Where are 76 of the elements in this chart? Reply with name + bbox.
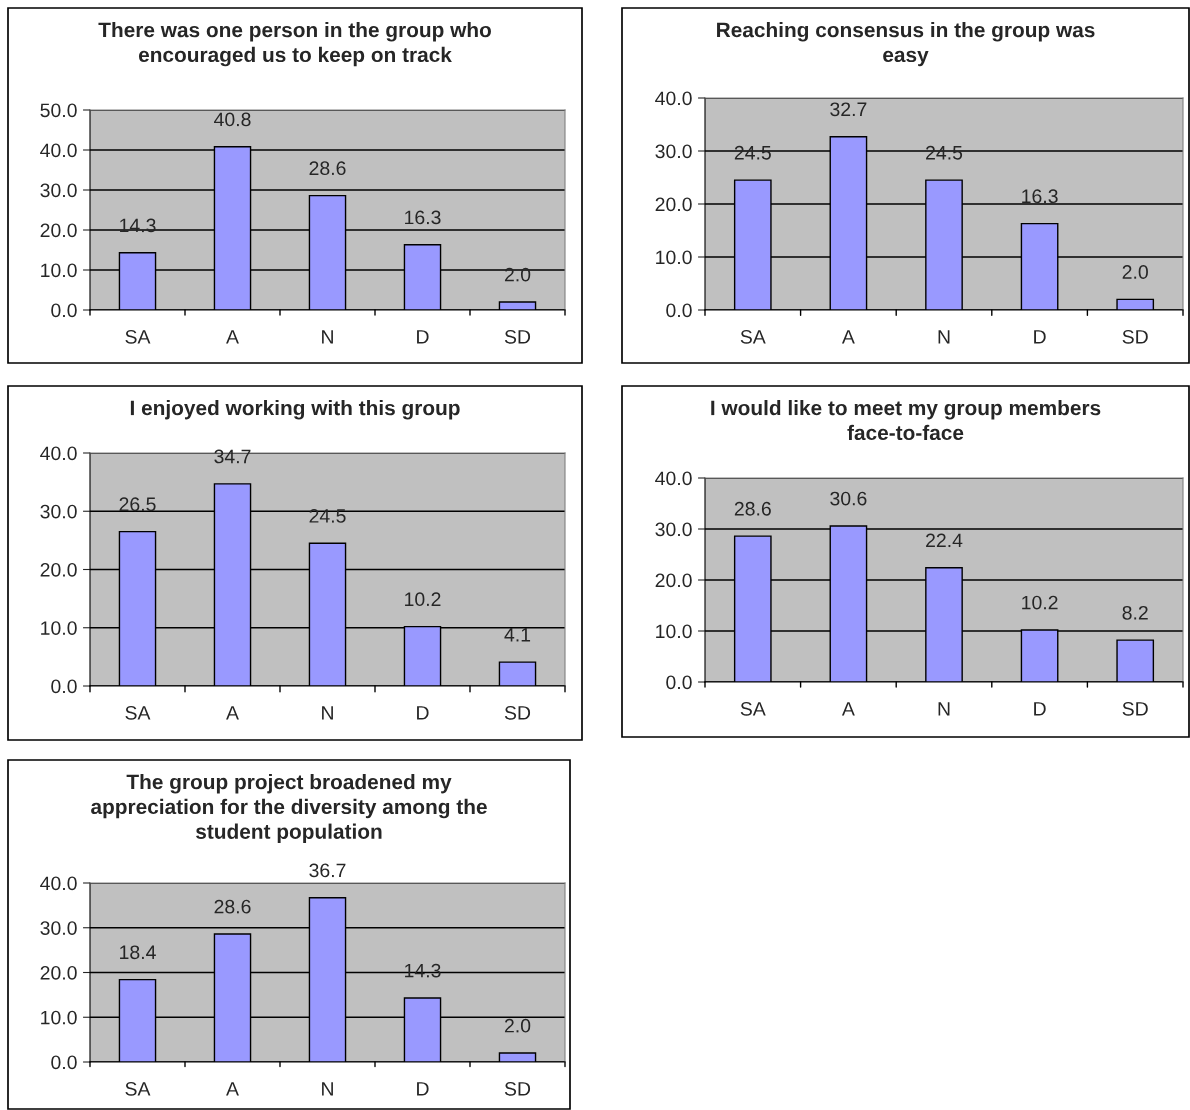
x-tick-label: SD <box>1122 701 1148 716</box>
data-label: 28.6 <box>214 899 251 914</box>
x-tick-label: N <box>938 702 950 716</box>
x-tick-label: D <box>417 330 429 344</box>
y-tick-label: 40.0 <box>40 446 77 461</box>
y-tick-label: 30.0 <box>40 921 77 935</box>
x-tick-label: A <box>226 1082 239 1096</box>
x-tick-label: SA <box>740 701 766 716</box>
data-label: 36.7 <box>309 863 346 878</box>
y-tick-label: 20.0 <box>655 573 692 588</box>
data-label: 2.0 <box>504 1018 531 1033</box>
data-label: 2.0 <box>504 267 531 282</box>
y-tick-label: 20.0 <box>40 562 77 577</box>
y-tick-label: 0.0 <box>51 303 77 318</box>
data-label: 4.1 <box>504 628 531 642</box>
chart-title: The group project broadened my appreciation for the diversity among the student population <box>91 774 487 844</box>
x-tick-label: N <box>322 1082 333 1096</box>
data-label: 10.2 <box>405 592 441 607</box>
x-tick-label: SA <box>125 329 151 344</box>
y-tick-label: 30.0 <box>40 504 77 519</box>
y-tick-label: 30.0 <box>40 183 77 198</box>
y-tick-label: 30.0 <box>655 144 692 159</box>
chart-title: There was one person in the group who encouraged us to keep on track <box>98 22 491 67</box>
x-tick-label: A <box>841 330 855 344</box>
data-label: 40.8 <box>214 112 251 127</box>
data-label: 16.3 <box>1022 189 1058 204</box>
y-tick-label: 10.0 <box>41 263 77 278</box>
data-label: 24.5 <box>309 509 346 523</box>
data-label: 10.2 <box>1022 595 1058 610</box>
x-tick-label: D <box>417 1082 429 1096</box>
x-tick-label: SD <box>504 705 531 720</box>
data-label: 2.0 <box>1122 265 1148 279</box>
data-label: 30.6 <box>830 491 867 506</box>
y-tick-label: 0.0 <box>666 303 692 318</box>
y-tick-label: 40.0 <box>40 876 77 891</box>
y-tick-label: 0.0 <box>51 679 77 694</box>
y-tick-label: 20.0 <box>40 223 77 238</box>
y-tick-label: 0.0 <box>51 1055 77 1070</box>
x-tick-label: N <box>322 330 333 344</box>
y-tick-label: 50.0 <box>40 103 77 118</box>
x-tick-label: N <box>938 330 950 344</box>
chart-title: I would like to meet my group members face-to-face <box>711 400 1101 441</box>
x-tick-label: A <box>226 330 239 344</box>
data-label: 8.2 <box>1122 605 1148 620</box>
y-tick-label: 30.0 <box>655 522 692 537</box>
y-tick-label: 10.0 <box>41 1010 77 1025</box>
y-tick-label: 20.0 <box>655 197 692 212</box>
x-tick-label: D <box>1034 702 1046 716</box>
y-tick-label: 40.0 <box>40 143 77 158</box>
x-tick-label: SD <box>504 329 531 344</box>
x-tick-label: SA <box>740 329 766 344</box>
y-tick-label: 10.0 <box>656 250 692 265</box>
x-tick-label: A <box>841 702 855 716</box>
x-tick-label: D <box>417 706 429 720</box>
x-tick-label: SA <box>125 1081 151 1096</box>
chart-title: Reaching consensus in the group was easy <box>717 22 1095 67</box>
y-tick-label: 10.0 <box>656 624 692 639</box>
x-tick-label: SD <box>504 1081 531 1096</box>
data-label: 32.7 <box>830 102 867 117</box>
data-label: 16.3 <box>405 210 441 225</box>
y-tick-label: 0.0 <box>666 675 692 690</box>
y-tick-label: 40.0 <box>655 91 692 106</box>
data-label: 28.6 <box>734 501 771 516</box>
chart-title: I enjoyed working with this group <box>130 400 460 420</box>
x-tick-label: SD <box>1122 329 1148 344</box>
y-tick-label: 20.0 <box>40 965 77 980</box>
data-label: 18.4 <box>120 945 156 960</box>
y-tick-label: 40.0 <box>655 471 692 486</box>
y-tick-label: 10.0 <box>41 621 77 635</box>
x-tick-label: A <box>226 706 239 720</box>
x-tick-label: SA <box>125 705 151 720</box>
data-label: 22.4 <box>926 533 963 548</box>
x-tick-label: D <box>1034 330 1046 344</box>
data-label: 28.6 <box>309 161 346 176</box>
x-tick-label: N <box>322 706 333 720</box>
data-label: 26.5 <box>119 497 156 512</box>
